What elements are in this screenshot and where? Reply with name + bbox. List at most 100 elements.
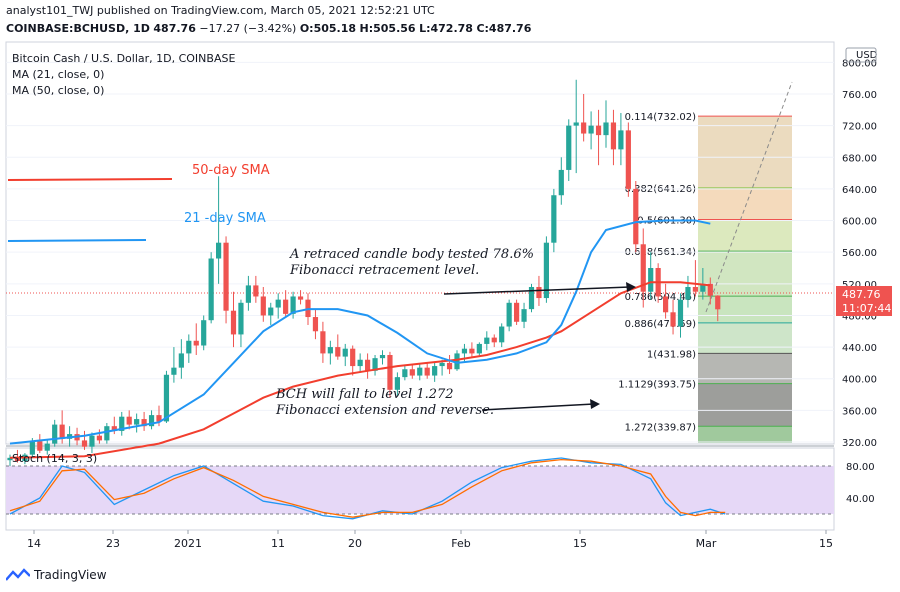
candle-body: [625, 130, 631, 189]
candle-body: [178, 353, 184, 368]
fib-band: [698, 322, 792, 354]
candle-body: [454, 353, 460, 370]
candle-body: [111, 426, 117, 431]
candle-body: [595, 125, 602, 136]
candle-body: [372, 358, 378, 371]
fib-level-label: 0.114(732.02): [625, 112, 697, 123]
candle-body: [476, 343, 482, 354]
fib-level-label: 1.1129(393.75): [618, 380, 696, 391]
candle-body: [514, 302, 520, 322]
candle-body: [320, 331, 326, 354]
price-axis: 800.00 760.00 720.00 680.00 640.00 600.00 560.…: [842, 58, 877, 449]
fib-level-label: 1(431.98): [647, 349, 696, 360]
candle-body: [327, 347, 333, 354]
price-tick: 360.00: [842, 406, 877, 417]
candle-body: [290, 296, 296, 314]
legend-ma21: MA (21, close, 0): [12, 68, 104, 81]
candle-body: [297, 296, 304, 300]
candle-body: [491, 337, 497, 343]
candle-body: [603, 122, 609, 136]
time-tick: 20: [348, 537, 362, 550]
candle-body: [126, 416, 132, 425]
close-value: C:487.76: [476, 22, 532, 35]
candle-body: [268, 307, 274, 316]
retrace-note-line2: Fibonacci retracement level.: [289, 263, 479, 278]
candle-body: [230, 310, 237, 335]
candle-body: [551, 195, 557, 243]
last-price-text: 487.76: [842, 288, 881, 301]
legend-ma50: MA (50, close, 0): [12, 84, 104, 97]
candle-body: [37, 441, 43, 451]
tradingview-mark-icon: [6, 568, 30, 581]
candle-body: [14, 457, 21, 461]
fib-level-label: 0.886(470.59): [625, 319, 697, 330]
time-tick: 23: [106, 537, 120, 550]
price-tick: 600.00: [842, 217, 877, 228]
candle-body: [350, 348, 356, 367]
candle-body: [610, 122, 617, 150]
candle-body: [171, 367, 177, 375]
sma21-label: 21 -day SMA: [184, 211, 266, 226]
publish-info: analyst101_TWJ published on TradingView.…: [6, 4, 435, 17]
fall-arrow: [481, 399, 600, 411]
candle-body: [528, 286, 535, 310]
fib-band: [698, 187, 792, 220]
candle-body: [663, 296, 669, 313]
last-price-badge: [836, 286, 892, 316]
stoch-band: [6, 466, 834, 514]
candle-body: [439, 362, 445, 367]
tradingview-logo[interactable]: TradingView: [6, 568, 107, 582]
candle-body: [335, 347, 341, 357]
sma21-left-segment: [7, 239, 147, 242]
price-tick: 400.00: [842, 375, 877, 386]
candle-body: [52, 424, 58, 444]
ohlc-bar: COINBASE:BCHUSD, 1D 487.76 −17.27 (−3.42…: [6, 22, 531, 35]
candle-body: [148, 415, 155, 427]
candle-body: [484, 337, 490, 344]
candle-body: [342, 348, 348, 357]
stoch-tick-80: 80.00: [846, 462, 875, 473]
price-tick: 320.00: [842, 438, 877, 449]
time-tick: 15: [573, 537, 587, 550]
candle-body: [193, 340, 199, 346]
fib-band: [698, 116, 792, 188]
fib-band: [698, 219, 792, 252]
price-tick: 680.00: [842, 153, 877, 164]
stoch-lines: [6, 457, 834, 520]
candle-body: [163, 374, 170, 422]
candle-body: [260, 296, 266, 316]
candle-body: [156, 415, 162, 422]
symbol-label: COINBASE:BCHUSD, 1D: [6, 22, 150, 35]
candle-body: [700, 283, 706, 292]
sma50-label: 50-day SMA: [192, 163, 270, 178]
candle-body: [558, 169, 564, 196]
candle-body: [29, 441, 35, 455]
candle-body: [89, 435, 95, 447]
low-value: L:472.78: [419, 22, 473, 35]
candle-body: [216, 242, 222, 259]
candle-body: [461, 348, 468, 354]
tradingview-brand: TradingView: [34, 568, 107, 582]
fall-note-line1: BCH will fall to level 1.272: [275, 387, 454, 402]
countdown-text: 11:07:44: [842, 302, 891, 315]
candle-body: [648, 268, 654, 292]
stoch-tick-40: 40.00: [846, 494, 875, 505]
candle-body: [119, 416, 125, 431]
candle-body: [692, 286, 698, 292]
time-tick: 2021: [174, 537, 202, 550]
currency-box[interactable]: [845, 47, 877, 63]
candle-body: [283, 299, 289, 314]
high-value: H:505.56: [359, 22, 416, 35]
candle-body: [7, 457, 13, 461]
candle-body: [566, 125, 572, 170]
candle-body: [499, 326, 505, 343]
time-tick: 11: [271, 537, 285, 550]
currency-label[interactable]: USD: [856, 50, 878, 61]
candle-body: [201, 320, 207, 346]
candle-body: [588, 125, 594, 134]
candle-body: [253, 285, 259, 297]
candle-body: [208, 258, 214, 321]
candle-body: [424, 367, 430, 376]
candle-body: [365, 359, 371, 371]
